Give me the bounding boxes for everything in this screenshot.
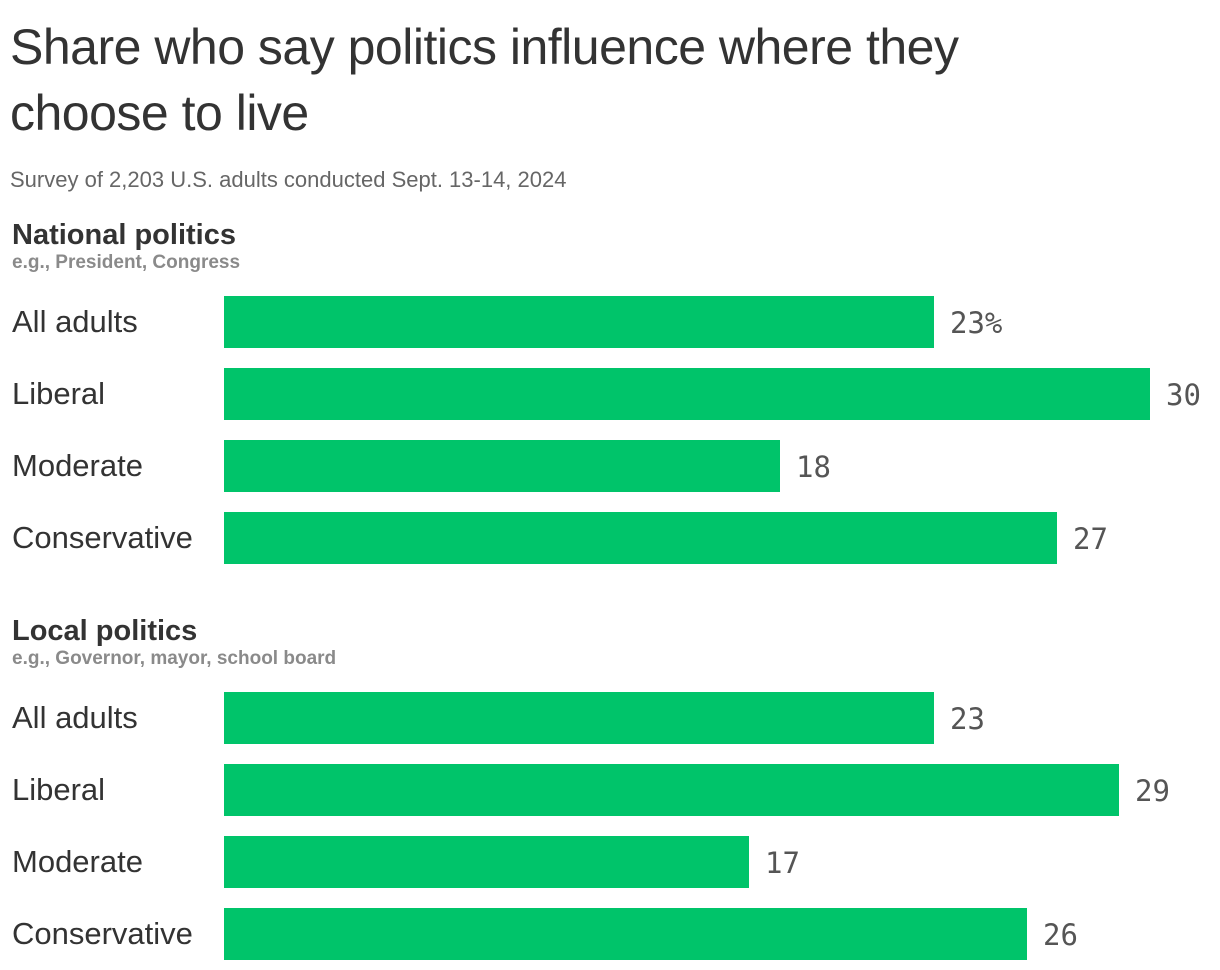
group-title: Local politics (12, 615, 198, 647)
category-label: All adults (12, 700, 138, 735)
category-label: Moderate (12, 844, 143, 879)
bar (224, 368, 1150, 420)
value-label: 29 (1135, 774, 1170, 808)
category-label: Conservative (12, 916, 193, 951)
group-title: National politics (12, 219, 236, 251)
value-label: 23% (950, 306, 1003, 340)
chart-subtitle: Survey of 2,203 U.S. adults conducted Se… (10, 167, 567, 192)
bar (224, 908, 1027, 960)
value-label: 30 (1166, 378, 1201, 412)
bar (224, 296, 934, 348)
value-label: 23 (950, 702, 985, 736)
category-label: Liberal (12, 376, 106, 411)
value-label: 27 (1073, 522, 1108, 556)
bar (224, 692, 934, 744)
category-label: Conservative (12, 520, 193, 555)
bar (224, 512, 1057, 564)
bar (224, 764, 1119, 816)
bar (224, 440, 780, 492)
value-label: 18 (796, 450, 831, 484)
value-label: 26 (1043, 918, 1078, 952)
category-label: Moderate (12, 448, 143, 483)
value-label: 17 (765, 846, 800, 880)
chart-title: Share who say politics influence where t… (10, 19, 959, 141)
category-label: All adults (12, 304, 138, 339)
category-label: Liberal (12, 772, 106, 807)
group-subtitle: e.g., Governor, mayor, school board (12, 648, 337, 669)
group-subtitle: e.g., President, Congress (12, 252, 241, 273)
bar (224, 836, 749, 888)
